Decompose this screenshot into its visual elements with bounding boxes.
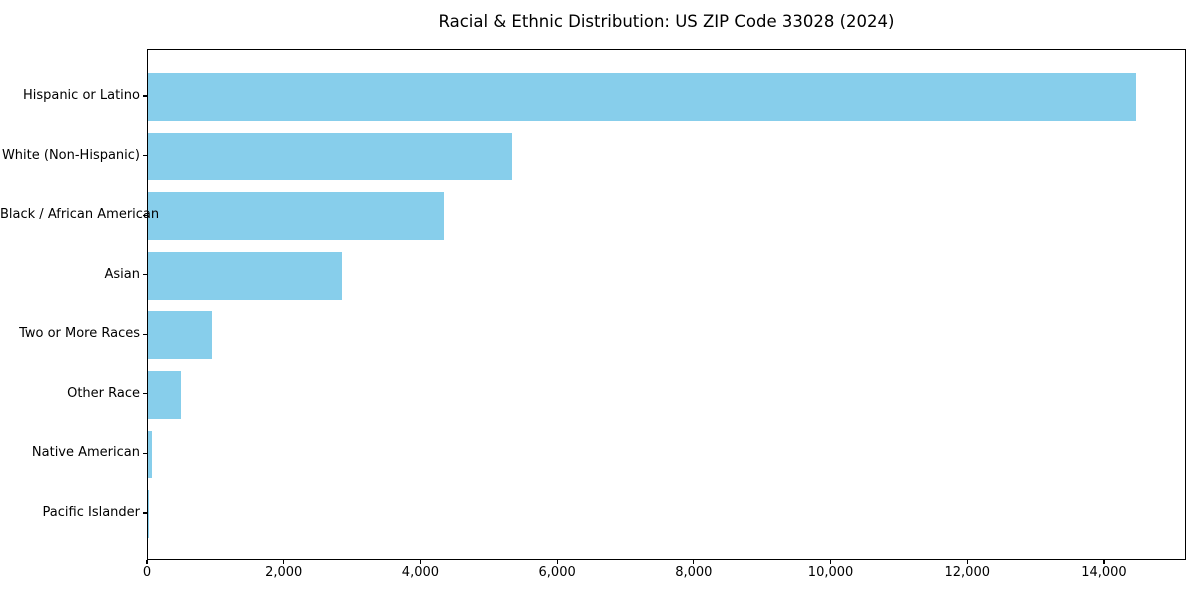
x-tick-label: 2,000 xyxy=(265,565,303,580)
y-tick-mark xyxy=(143,333,147,335)
bar-black-african-american xyxy=(148,192,445,240)
plot-area xyxy=(147,49,1186,560)
bar-hispanic-or-latino xyxy=(148,73,1136,121)
bar-white-non-hispanic xyxy=(148,132,513,181)
y-tick-mark xyxy=(143,274,147,276)
x-tick-label: 8,000 xyxy=(675,565,713,580)
y-tick-mark xyxy=(143,155,147,157)
chart-title: Racial & Ethnic Distribution: US ZIP Cod… xyxy=(438,12,895,31)
y-tick-mark xyxy=(143,452,147,454)
y-tick-label: Hispanic or Latino xyxy=(22,88,140,104)
x-tick-mark xyxy=(966,560,968,564)
bar-native-american xyxy=(148,430,153,479)
x-tick-label: 6,000 xyxy=(538,565,576,580)
y-tick-label: Other Race xyxy=(67,385,140,401)
y-tick-mark xyxy=(143,512,147,514)
x-tick-mark xyxy=(419,560,421,564)
y-tick-label: Asian xyxy=(104,266,140,282)
x-tick-mark xyxy=(693,560,695,564)
bar-pacific-islander xyxy=(148,490,149,538)
x-tick-mark xyxy=(829,560,832,564)
y-tick-label: Pacific Islander xyxy=(42,504,140,520)
x-tick-mark xyxy=(283,560,285,564)
x-tick-label: 12,000 xyxy=(944,565,991,580)
x-tick-label: 0 xyxy=(142,565,152,580)
y-tick-label: Black / African American xyxy=(0,207,160,223)
x-tick-mark xyxy=(146,560,148,564)
bar-asian xyxy=(148,251,343,300)
y-tick-mark xyxy=(143,393,147,395)
y-tick-label: White (Non-Hispanic) xyxy=(1,147,140,163)
x-tick-mark xyxy=(556,560,558,564)
y-tick-label: Native American xyxy=(31,445,140,461)
x-tick-mark xyxy=(1103,560,1105,564)
bar-other-race xyxy=(148,371,182,419)
bar-two-or-more-races xyxy=(148,311,213,360)
y-tick-label: Two or More Races xyxy=(19,326,140,342)
x-tick-label: 14,000 xyxy=(1081,565,1127,580)
y-tick-mark xyxy=(143,95,147,97)
x-tick-label: 10,000 xyxy=(807,565,854,580)
y-tick-mark xyxy=(143,214,147,216)
x-tick-label: 4,000 xyxy=(401,565,440,580)
